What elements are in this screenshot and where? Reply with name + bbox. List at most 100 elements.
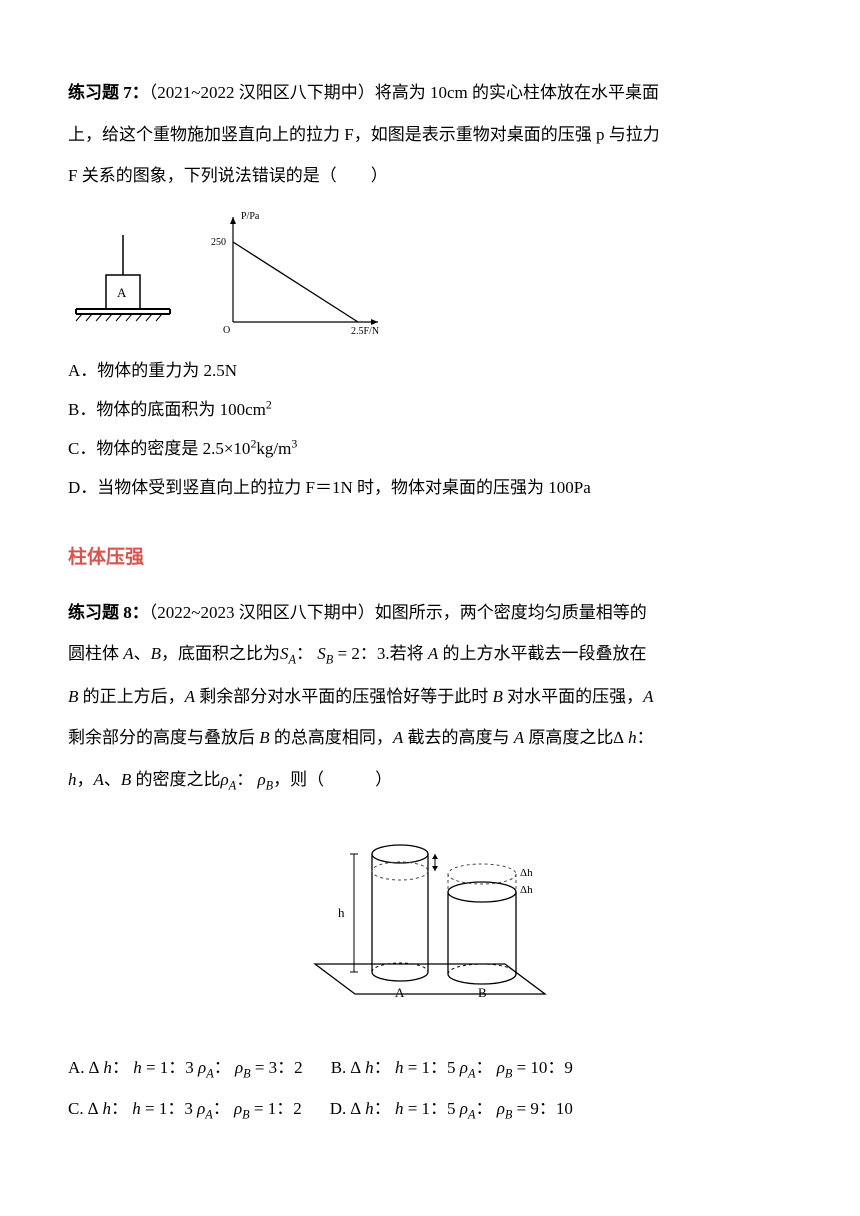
chA-c1: ： — [112, 1058, 129, 1077]
q8-line3: B 的正上方后，A 剩余部分对水平面的压强恰好等于此时 B 对水平面的压强，A — [68, 676, 792, 718]
q8-l2-tail: 的上方水平截去一段叠放在 — [438, 644, 646, 663]
q8-line5: h，A、B 的密度之比ρA： ρB，则（ ） — [68, 759, 792, 801]
q8-l2-pre: 圆柱体 — [68, 644, 119, 663]
chD-c1: ： — [374, 1099, 391, 1118]
q8-l4-end: 截去的高度与 — [403, 728, 514, 747]
q8-varA5: A — [393, 728, 403, 747]
q7-stem-l3: F 关系的图象，下列说法错误的是（ ） — [68, 155, 792, 197]
chC-r1: = 1：3 — [145, 1099, 193, 1118]
q8-choices-row1: A. ∆ h： h = 1：3 ρA： ρB = 3：2 B. ∆ h： h =… — [68, 1048, 792, 1089]
chC-c1: ： — [111, 1099, 128, 1118]
q8-varA: A — [123, 644, 133, 663]
origin-label: O — [223, 325, 230, 336]
chB-c2: ： — [475, 1058, 492, 1077]
q7-pf-chart: P/Pa 250 O 2.5F/N — [203, 207, 393, 337]
chC-h: h — [132, 1099, 141, 1118]
q7-optC-sup2: 3 — [291, 436, 297, 450]
q8-diagram-wrap: Δh Δh h A B — [68, 819, 792, 1020]
chA-h: h — [133, 1058, 142, 1077]
q8-varB5: B — [121, 770, 131, 789]
chA-pre: A. — [68, 1058, 85, 1077]
q8-l5-end: 的密度之比 — [131, 770, 220, 789]
q8-choice-a: A. ∆ h： h = 1：3 ρA： ρB = 3：2 — [68, 1048, 303, 1089]
q7-source: （2021~2022 汉阳区八下期中） — [149, 83, 375, 102]
q8-varA2: A — [428, 644, 438, 663]
q8-varA7: A — [94, 770, 104, 789]
q8-l3-mid: 剩余部分对水平面的压强恰好等于此时 — [195, 687, 493, 706]
q8-l4-tail: 原高度之比 — [524, 728, 613, 747]
q7-stem-l2: 上，给这个重物施加竖直向上的拉力 F，如图是表示重物对桌面的压强 p 与拉力 — [68, 114, 792, 156]
q8-varB3: B — [493, 687, 503, 706]
colon1: ： — [296, 644, 313, 663]
q7-stem-l1: 将高为 10cm 的实心柱体放在水平桌面 — [375, 83, 659, 102]
q8-varA4: A — [643, 687, 653, 706]
q8-stem-l1: 如图所示，两个密度均匀质量相等的 — [375, 603, 647, 622]
q8-varA3: A — [185, 687, 195, 706]
q8-SA: S — [280, 644, 289, 663]
q7-stem: 练习题 7：（2021~2022 汉阳区八下期中）将高为 10cm 的实心柱体放… — [68, 72, 792, 114]
chC-rB: ρ — [234, 1099, 242, 1118]
chB-rB: ρ — [497, 1058, 505, 1077]
chA-c2: ： — [214, 1058, 231, 1077]
q8-varB: B — [151, 644, 161, 663]
chD-rA: ρ — [460, 1099, 468, 1118]
chB-r1: = 1：5 — [408, 1058, 456, 1077]
dh-label-2: Δh — [520, 884, 533, 896]
chB-rA: ρ — [460, 1058, 468, 1077]
q8-SB: S — [317, 644, 326, 663]
q7-optC-rest: kg/m — [256, 439, 291, 458]
chB-r2: = 10：9 — [517, 1058, 573, 1077]
q7-optB-text: B．物体的底面积为 100cm — [68, 400, 266, 419]
q8-choices-row2: C. ∆ h： h = 1：3 ρA： ρB = 1：2 D. ∆ h： h =… — [68, 1089, 792, 1130]
q8-line2: 圆柱体 A、B，底面积之比为SA： SB = 2：3.若将 A 的上方水平截去一… — [68, 633, 792, 675]
q8-choice-b: B. ∆ h： h = 1：5 ρA： ρB = 10：9 — [331, 1048, 573, 1089]
cyl-a-label: A — [395, 985, 405, 1000]
q8-dh: ∆ h — [613, 728, 636, 747]
q8-line4: 剩余部分的高度与叠放后 B 的总高度相同，A 截去的高度与 A 原高度之比∆ h… — [68, 717, 792, 759]
colon2: ： — [637, 728, 654, 747]
q8-rhoB: ρ — [257, 770, 265, 789]
section-title: 柱体压强 — [68, 535, 792, 582]
q8-l4-mid: 的总高度相同， — [270, 728, 393, 747]
q7-opt-a: A．物体的重力为 2.5N — [68, 351, 792, 390]
h-label: h — [338, 905, 345, 920]
q7-optB-sup: 2 — [266, 397, 272, 411]
q8-h: h — [68, 770, 77, 789]
block-label: A — [117, 285, 127, 300]
chD-h: h — [395, 1099, 404, 1118]
q8-l2-end: .若将 — [385, 644, 428, 663]
q7-label: 练习题 7： — [68, 83, 149, 102]
chD-r2: = 9：10 — [517, 1099, 573, 1118]
chD-r1: = 1：5 — [408, 1099, 456, 1118]
chD-c2: ： — [475, 1099, 492, 1118]
q8-varB2: B — [68, 687, 78, 706]
q7-opt-b: B．物体的底面积为 100cm2 — [68, 390, 792, 429]
q7-opt-d: D．当物体受到竖直向上的拉力 F＝1N 时，物体对桌面的压强为 100Pa — [68, 468, 792, 507]
q8-varB4: B — [259, 728, 269, 747]
chB-pre: B. — [331, 1058, 347, 1077]
q8-ratio: = 2：3 — [338, 644, 386, 663]
q8-l3-a: 的正上方后， — [78, 687, 184, 706]
y-value: 250 — [211, 237, 226, 248]
chC-r2: = 1：2 — [254, 1099, 302, 1118]
q8-rhoA: ρ — [221, 770, 229, 789]
chD-pre: D. — [330, 1099, 347, 1118]
q8-l5-tail: ，则（ ） — [273, 770, 392, 789]
chA-r1: = 1：3 — [146, 1058, 194, 1077]
q7-opt-c: C．物体的密度是 2.5×102kg/m3 — [68, 429, 792, 468]
chA-r2: = 3：2 — [255, 1058, 303, 1077]
q8-line1: 练习题 8：（2022~2023 汉阳区八下期中）如图所示，两个密度均匀质量相等… — [68, 592, 792, 634]
q8-l4-pre: 剩余部分的高度与叠放后 — [68, 728, 259, 747]
q8-l3-end: 对水平面的压强， — [503, 687, 643, 706]
q7-optC-text: C．物体的密度是 2.5×10 — [68, 439, 250, 458]
cyl-b-label: B — [478, 985, 487, 1000]
chC-c2: ： — [213, 1099, 230, 1118]
q7-block-diagram: A — [68, 227, 178, 337]
y-axis-label: P/Pa — [241, 211, 260, 222]
q8-label: 练习题 8： — [68, 603, 149, 622]
q8-varA6: A — [514, 728, 524, 747]
chA-dh: ∆ h — [89, 1058, 112, 1077]
chD-dh: ∆ h — [351, 1099, 374, 1118]
chB-c1: ： — [374, 1058, 391, 1077]
q8-choice-c: C. ∆ h： h = 1：3 ρA： ρB = 1：2 — [68, 1089, 302, 1130]
